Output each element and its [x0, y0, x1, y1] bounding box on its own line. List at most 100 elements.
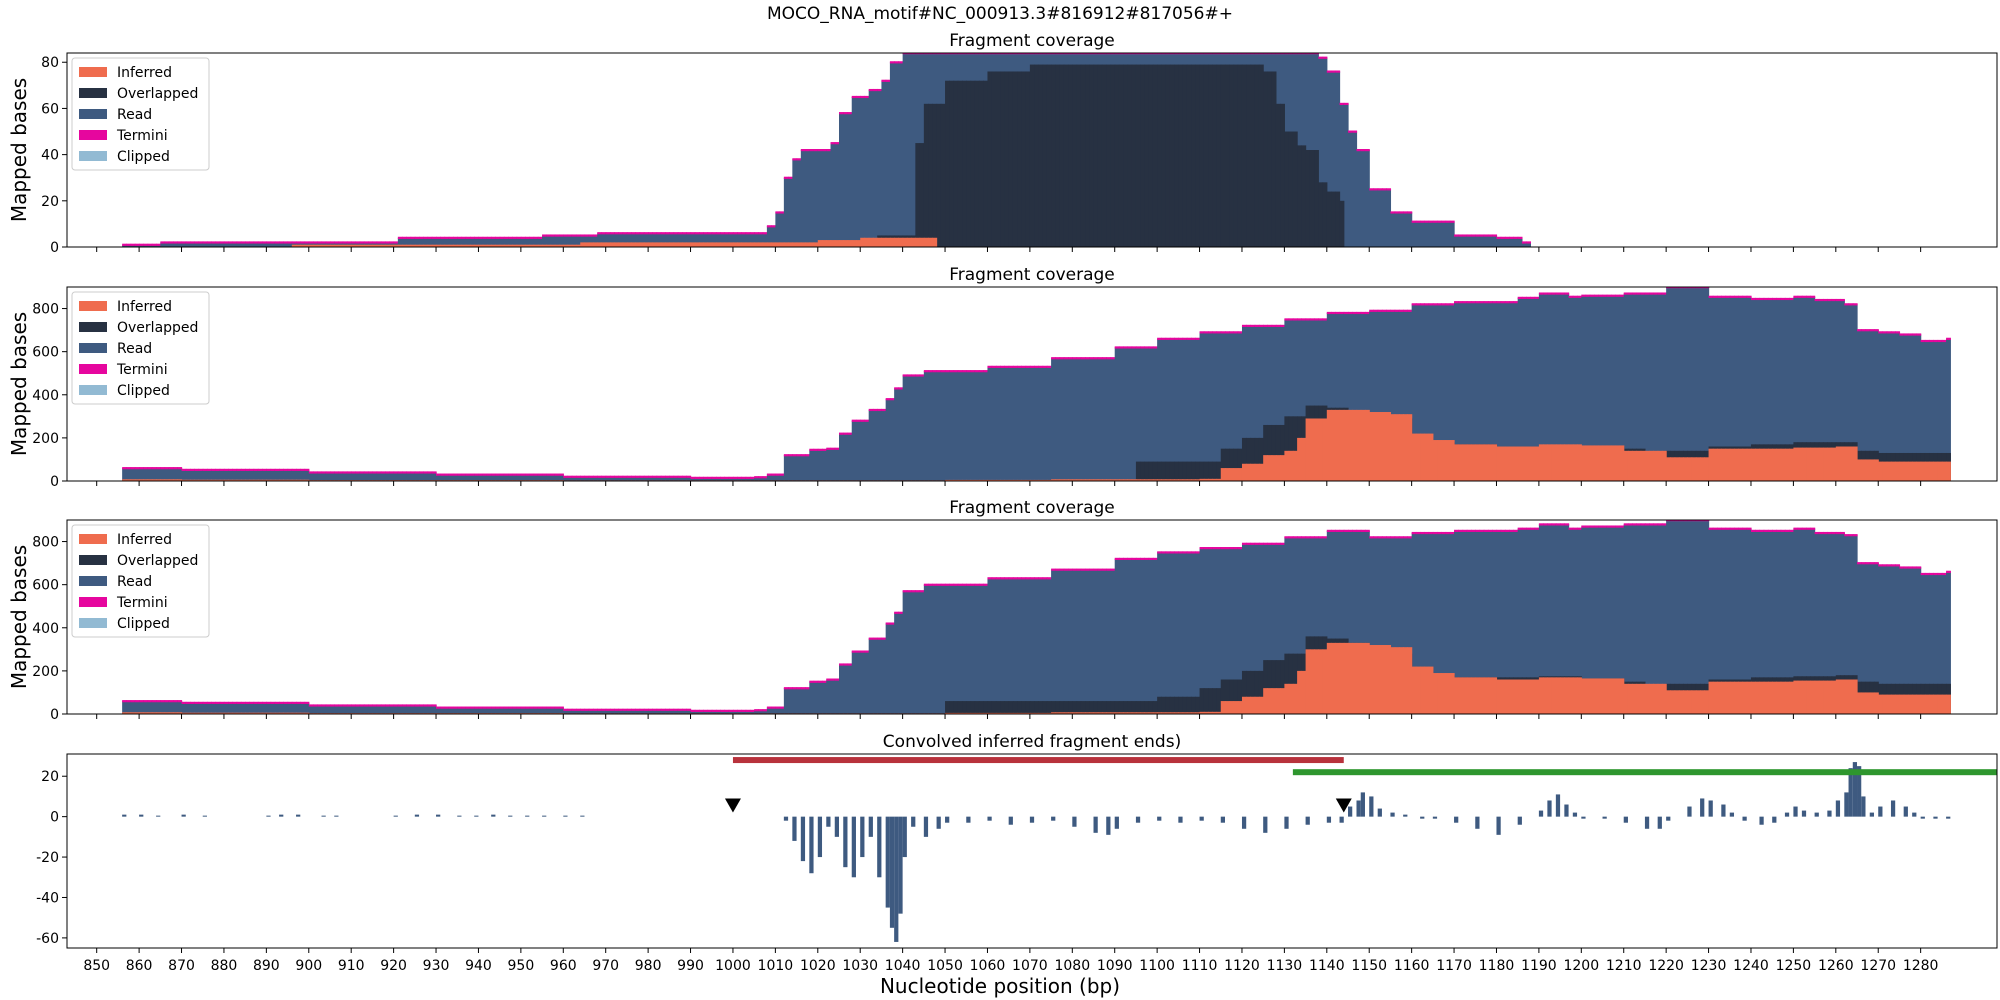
termini-bar — [1063, 357, 1069, 360]
inferred-bar — [1572, 677, 1578, 714]
termini-bar — [682, 232, 687, 235]
inferred-bar — [211, 712, 217, 714]
termini-bar — [851, 419, 857, 422]
overlapped-bar — [953, 701, 959, 714]
termini-bar — [1280, 324, 1285, 327]
overlapped-bar — [1106, 701, 1112, 714]
read-bar — [147, 701, 153, 714]
termini-bar — [206, 701, 212, 704]
termini-bar — [1924, 572, 1930, 576]
read-bar — [478, 474, 484, 481]
inferred-bar — [1386, 412, 1392, 481]
read-bar — [1844, 535, 1850, 714]
inferred-bar — [1538, 444, 1544, 481]
termini-bar — [1916, 333, 1922, 336]
inferred-bar — [1492, 444, 1498, 481]
convolution-bar — [1844, 792, 1849, 817]
termini-bar — [1369, 536, 1375, 539]
read-bar — [236, 469, 242, 481]
read-bar — [1738, 528, 1744, 714]
overlapped-bar — [1123, 64, 1129, 247]
termini-bar — [134, 243, 140, 246]
read-bar — [686, 233, 692, 247]
inferred-bar — [1933, 461, 1939, 481]
legend-label: Overlapped — [117, 553, 198, 569]
termini-bar — [1560, 292, 1565, 295]
read-bar — [168, 701, 174, 714]
inferred-bar — [839, 240, 844, 247]
inferred-bar — [1403, 414, 1408, 481]
termini-bar — [1182, 551, 1188, 554]
read-bar — [317, 472, 323, 481]
read-bar — [1657, 293, 1663, 481]
read-bar — [300, 702, 306, 714]
convolution-bar — [1377, 808, 1382, 817]
read-bar — [1089, 358, 1095, 481]
inferred-bar — [355, 244, 361, 247]
convolution-bar — [1454, 816, 1459, 823]
termini-bar — [1886, 331, 1892, 334]
inferred-bar — [639, 242, 645, 247]
termini-bar — [338, 241, 344, 244]
inferred-bar — [686, 242, 692, 247]
termini-bar — [1577, 527, 1582, 530]
termini-bar — [1394, 309, 1400, 312]
read-bar — [817, 449, 823, 481]
inferred-bar — [690, 242, 696, 247]
inferred-bar — [1589, 445, 1595, 481]
read-bar — [940, 371, 946, 481]
read-bar — [325, 472, 331, 481]
termini-bar — [1594, 525, 1599, 528]
read-bar — [618, 476, 624, 481]
read-bar — [1415, 532, 1421, 714]
termini-bar — [236, 701, 242, 704]
termini-bar — [830, 142, 836, 145]
read-bar — [1373, 189, 1379, 247]
read-bar — [1118, 347, 1124, 481]
read-bar — [597, 709, 603, 714]
read-bar — [130, 701, 136, 714]
overlapped-bar — [1212, 461, 1218, 481]
termini-bar — [1008, 577, 1014, 580]
inferred-bar — [1742, 681, 1748, 714]
termini-bar — [1314, 536, 1319, 539]
termini-bar — [1297, 53, 1302, 55]
inferred-bar — [877, 237, 883, 247]
termini-bar — [923, 53, 929, 55]
termini-bar — [1454, 529, 1459, 532]
overlapped-bar — [1093, 64, 1099, 247]
inferred-bar — [1920, 461, 1926, 481]
termini-bar — [529, 706, 535, 709]
termini-bar — [1263, 542, 1269, 545]
termini-bar — [1742, 295, 1748, 298]
termini-bar — [881, 637, 887, 640]
read-bar — [1331, 530, 1336, 714]
termini-bar — [1924, 339, 1930, 343]
termini-bar — [1068, 568, 1073, 571]
termini-bar — [321, 471, 327, 474]
termini-bar — [1101, 568, 1107, 571]
termini-bar — [605, 232, 611, 235]
y-tick-label: 800 — [32, 302, 59, 318]
inferred-bar — [1021, 479, 1027, 481]
termini-bar — [1466, 301, 1472, 304]
read-bar — [1331, 312, 1336, 481]
termini-bar — [1734, 527, 1739, 530]
inferred-bar — [1517, 679, 1523, 714]
overlapped-bar — [1127, 64, 1133, 247]
termini-bar — [1644, 292, 1650, 295]
termini-bar — [257, 468, 263, 471]
overlapped-bar — [1288, 131, 1294, 247]
termini-bar — [283, 241, 289, 244]
termini-bar — [1700, 287, 1705, 289]
inferred-bar — [1004, 712, 1010, 714]
read-bar — [1691, 520, 1697, 714]
read-bar — [503, 707, 509, 714]
read-bar — [1475, 302, 1481, 481]
termini-bar — [202, 241, 208, 244]
read-bar — [190, 702, 195, 714]
termini-bar — [376, 471, 382, 474]
termini-bar — [126, 467, 132, 470]
termini-bar — [966, 583, 972, 586]
termini-bar — [1890, 564, 1896, 567]
